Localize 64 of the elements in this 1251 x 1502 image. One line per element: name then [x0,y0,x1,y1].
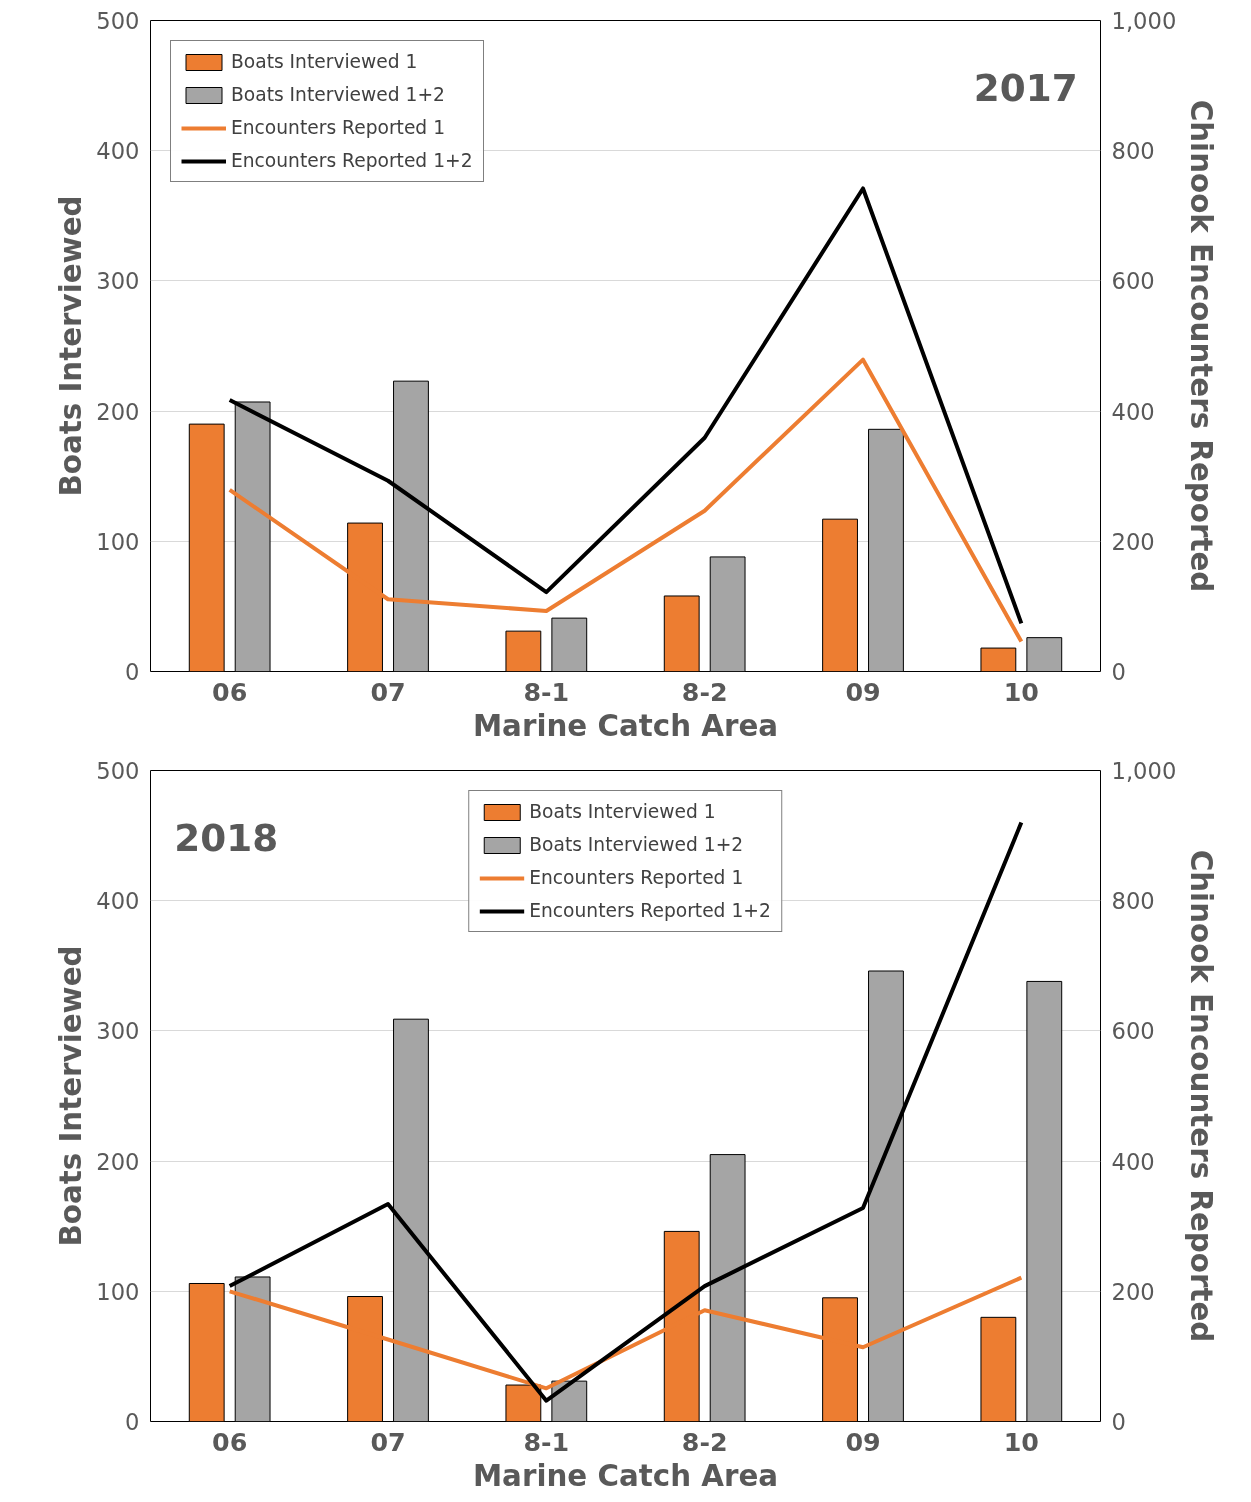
bar [1026,637,1063,672]
bar [551,617,588,672]
y2-tick-label: 200 [1111,1278,1155,1305]
annotation: 2017 [973,65,1078,110]
x-tick-label: 8-1 [523,676,570,707]
y-tick-label: 300 [96,268,140,295]
y-tick-label: 200 [96,398,140,425]
x-tick-label: 8-2 [681,676,728,707]
bar [709,556,746,672]
y2-tick-label: 200 [1111,528,1155,555]
y-tick-label: 500 [96,8,140,34]
y2-tick-label: 600 [1111,268,1155,295]
x-axis-title: Marine Catch Area [472,1458,779,1493]
y2-tick-label: 1,000 [1111,8,1177,34]
y2-tick-label: 400 [1111,1148,1155,1175]
legend-label: Encounters Reported 1+2 [231,150,473,171]
legend-label: Boats Interviewed 1+2 [231,84,445,105]
bar [868,428,904,672]
y2-tick-label: 600 [1111,1018,1155,1045]
x-axis-title: Marine Catch Area [472,708,779,743]
y2-axis-title: Chinook Encounters Reported [1184,99,1219,593]
legend-label: Boats Interviewed 1 [231,51,418,72]
y-tick-label: 0 [125,1409,140,1435]
bar [1026,980,1063,1422]
x-tick-label: 06 [212,1426,248,1457]
y-tick-label: 500 [96,758,140,784]
y2-tick-label: 1,000 [1111,758,1177,784]
y2-axis-title: Chinook Encounters Reported [1184,849,1219,1343]
x-tick-label: 10 [1003,676,1039,707]
bar [663,595,700,672]
y2-tick-label: 400 [1111,398,1155,425]
bar [188,1282,225,1422]
y-tick-label: 400 [96,888,140,915]
y-tick-label: 200 [96,1148,140,1175]
legend-label: Encounters Reported 1+2 [529,900,771,921]
annotation: 2018 [174,815,279,860]
x-tick-label: 09 [845,676,881,707]
bar [980,647,1017,672]
y-tick-label: 100 [96,528,140,555]
y2-tick-label: 800 [1111,888,1155,915]
x-tick-label: 07 [370,1426,406,1457]
x-tick-label: 06 [212,676,248,707]
bar [822,518,858,672]
x-tick-label: 8-1 [523,1426,570,1457]
x-tick-label: 8-2 [681,1426,728,1457]
x-tick-label: 10 [1003,1426,1039,1457]
y-tick-label: 300 [96,1018,140,1045]
y-tick-label: 0 [125,659,140,685]
y-tick-label: 100 [96,1278,140,1305]
y2-tick-label: 800 [1111,138,1155,165]
legend-label: Boats Interviewed 1 [529,801,716,822]
y2-tick-label: 0 [1111,659,1126,685]
x-tick-label: 07 [370,676,406,707]
bar [980,1316,1017,1422]
y-axis-title: Boats Interviewed [54,195,89,497]
bar [188,423,225,672]
y2-tick-label: 0 [1111,1409,1126,1435]
y-axis-title: Boats Interviewed [54,945,89,1247]
legend-label: Boats Interviewed 1+2 [529,834,744,855]
legend-label: Encounters Reported 1 [529,867,744,888]
bar [505,630,542,672]
legend-label: Encounters Reported 1 [231,117,446,138]
y-tick-label: 400 [96,138,140,165]
x-tick-label: 09 [845,1426,881,1457]
